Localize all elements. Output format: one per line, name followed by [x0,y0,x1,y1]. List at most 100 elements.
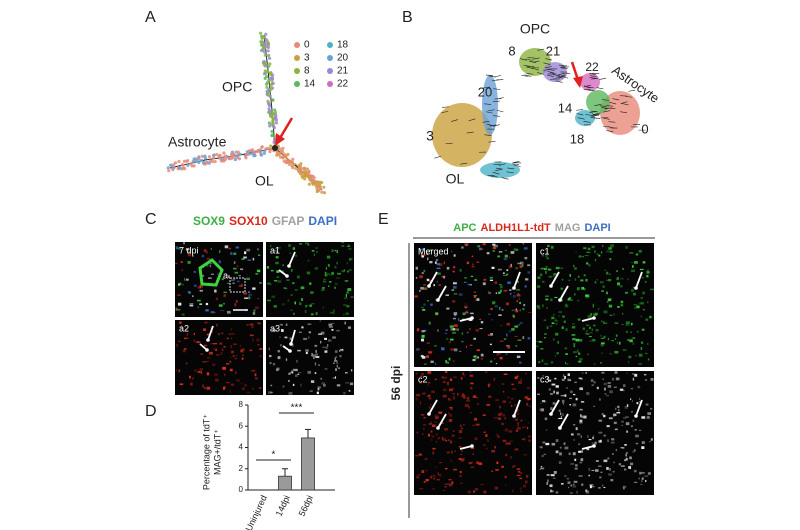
signal-speck [628,355,632,359]
signal-speck [524,256,528,260]
signal-speck [585,489,588,492]
signal-speck [555,266,560,270]
signal-speck [205,309,209,312]
signal-speck [209,326,212,329]
signal-speck [210,273,214,276]
signal-speck [586,262,589,265]
cell-point [264,37,268,42]
signal-speck [438,411,443,414]
signal-speck [523,304,526,307]
signal-speck [176,308,181,311]
velocity-arrow [468,118,476,122]
signal-speck [307,244,310,246]
signal-speck [235,379,240,382]
signal-speck [603,382,607,386]
signal-speck [434,414,439,418]
signal-speck [583,415,587,419]
signal-speck [525,278,529,281]
signal-speck [335,356,337,359]
signal-speck [271,329,276,333]
cell-point [267,64,271,68]
signal-speck [347,288,352,291]
signal-speck [527,264,531,267]
signal-speck [613,413,616,417]
signal-speck [212,363,216,366]
signal-speck [252,287,256,290]
signal-speck [552,338,555,341]
signal-speck [603,335,606,339]
signal-speck [630,322,633,326]
signal-speck [276,367,280,371]
signal-speck [508,430,513,433]
bar [278,475,292,491]
signal-speck [567,486,570,489]
signal-speck [307,259,310,262]
signal-speck [511,327,515,331]
signal-speck [447,384,449,386]
signal-speck [558,315,560,317]
cell-point [263,71,268,75]
signal-speck [259,355,262,358]
signal-speck [550,298,553,302]
signal-speck [594,258,597,262]
signal-speck [549,325,553,328]
signal-speck [558,417,563,420]
signal-speck [225,381,230,384]
cell-point [307,182,311,186]
signal-speck [336,361,339,365]
signal-speck [600,281,604,284]
signal-speck [521,264,524,267]
signal-speck [551,383,556,386]
signal-speck [502,439,507,443]
signal-speck [272,362,276,366]
signal-speck [583,274,586,277]
signal-speck [578,475,583,477]
signal-speck [206,333,211,336]
signal-speck [575,427,578,431]
signal-speck [324,274,328,277]
signal-speck [578,377,582,379]
signal-speck [472,424,475,427]
signal-speck [469,386,473,390]
signal-speck [341,245,345,247]
signal-speck [450,328,453,331]
signal-speck [498,405,502,409]
signal-speck [482,443,486,446]
signal-speck [614,371,618,374]
signal-speck [625,422,630,426]
signal-speck [597,308,599,311]
signal-speck [624,459,627,462]
cell-point [264,64,268,68]
signal-speck [275,328,277,332]
signal-speck [573,293,576,296]
signal-speck [230,383,235,386]
signal-speck [555,318,557,321]
signal-speck [437,472,439,475]
signal-speck [630,388,633,390]
signal-speck [476,349,480,352]
signal-speck [344,321,346,325]
signal-speck [516,468,521,470]
velocity-arrow [599,77,607,80]
signal-speck [509,401,511,404]
signal-speck [622,349,627,351]
signal-speck [624,405,628,409]
signal-speck [570,433,574,436]
cell-point [275,150,279,154]
signal-speck [633,481,638,483]
signal-speck [334,266,337,269]
signal-speck [341,242,345,244]
signal-speck [509,440,513,442]
signal-speck [571,334,576,336]
signal-speck [434,475,436,479]
velocity-arrow [561,76,569,79]
signal-speck [311,303,315,305]
signal-speck [598,486,601,489]
signal-speck [428,397,432,400]
signal-speck [594,469,599,472]
signal-speck [175,262,178,265]
signal-speck [545,429,548,431]
signal-speck [632,373,635,375]
signal-speck [328,281,332,283]
velocity-arrow [488,75,496,78]
